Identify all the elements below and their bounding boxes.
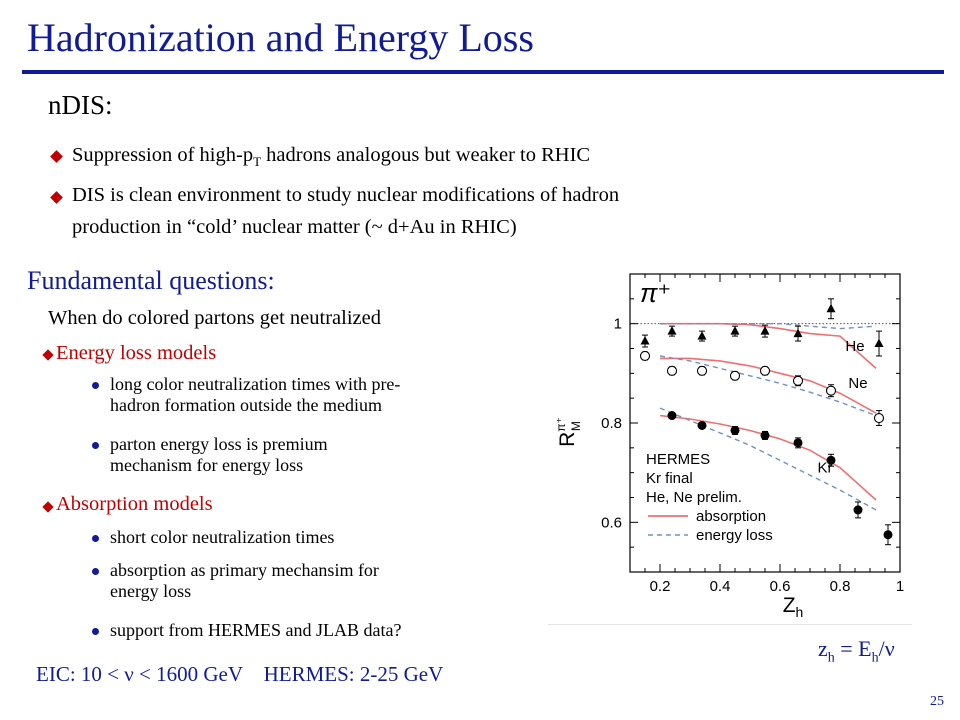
data-point-kr (667, 411, 677, 421)
dot-bullet-icon (92, 628, 99, 635)
x-tick-label: 1 (896, 578, 904, 595)
y-tick-label: 0.6 (601, 514, 622, 531)
data-point-kr (883, 530, 893, 540)
x-tick-label: 0.8 (830, 578, 851, 595)
sub-bullet-line: short color neutralization times (110, 527, 335, 547)
energy-loss-curve-ne (659, 355, 877, 417)
series-label-he: He (845, 338, 864, 355)
data-point-kr (793, 438, 803, 448)
energy-loss-curve-he (660, 323, 877, 330)
data-point-ne (729, 370, 741, 381)
data-point-he (640, 336, 650, 345)
data-point-he (697, 331, 707, 340)
x-axis-label-sub: h (796, 604, 804, 620)
sub-bullet-line: hadron formation outside the medium (110, 395, 382, 415)
dot-bullet-icon (92, 568, 99, 575)
data-point-he (667, 326, 677, 335)
title-underline (22, 70, 944, 74)
sub-bullet: short color neutralization times (110, 527, 550, 548)
data-point-kr (760, 430, 770, 440)
zh-e-sub: h (871, 650, 879, 666)
bullet-suppression: Suppression of high-pT hadrons analogous… (72, 139, 912, 178)
energy-loss-curve-kr (659, 407, 877, 511)
data-point-he (793, 328, 803, 338)
y-axis-label: Rπ⁺M (554, 417, 583, 447)
legend-text: HERMES (646, 451, 710, 468)
legend-absorption-label: absorption (696, 508, 766, 525)
zh-rest: /ν (878, 636, 895, 661)
bullet-dis-clean: DIS is clean environment to study nuclea… (72, 179, 912, 243)
sub-bullet-line: absorption as primary mechansim for (110, 560, 379, 580)
data-point-he (874, 338, 884, 348)
data-point-ne (759, 365, 771, 376)
zh-eq: = E (834, 636, 872, 661)
series-label-kr: Kr (818, 460, 833, 477)
sub-bullet: long color neutralization times with pre… (110, 374, 550, 416)
dot-bullet-icon (92, 535, 99, 542)
absorption-curve-he (660, 322, 877, 369)
bullet-text-post: hadrons analogous but weaker to RHIC (261, 144, 591, 166)
data-point-ne (825, 385, 837, 396)
pt-subscript: T (253, 154, 262, 170)
sub-bullet-line: parton energy loss is premium (110, 434, 328, 454)
x-tick-label: 0.6 (770, 578, 791, 595)
energy-loss-models-heading: Energy loss models (56, 342, 217, 364)
particle-label: π⁺ (640, 278, 671, 308)
question-text: When do colored partons get neutralized (48, 307, 381, 329)
absorption-models-heading: Absorption models (56, 493, 213, 515)
data-point-ne (873, 412, 885, 424)
data-point-ne (639, 350, 651, 361)
diamond-bullet-icon (50, 150, 63, 163)
bullet-line: production in “cold’ nuclear matter (~ d… (72, 216, 517, 238)
legend-energy-loss-label: energy loss (696, 527, 773, 544)
y-tick-label: 0.8 (601, 415, 622, 432)
energy-range-text: EIC: 10 < ν < 1600 GeV HERMES: 2-25 GeV (36, 662, 444, 686)
data-point-ne (792, 375, 804, 386)
data-point-kr (730, 425, 740, 435)
slide-title: Hadronization and Energy Loss (27, 15, 534, 60)
x-axis-label: Zh (783, 594, 804, 620)
dot-bullet-icon (92, 442, 99, 449)
data-point-kr (697, 420, 707, 430)
legend-text: Kr final (646, 470, 693, 487)
diamond-bullet-icon (42, 349, 54, 361)
data-point-he (826, 303, 836, 313)
page-number: 25 (930, 694, 944, 709)
y-axis-label-sub: M (569, 421, 583, 431)
legend-text: He, Ne prelim. (646, 489, 742, 506)
sub-bullet-line: energy loss (110, 581, 192, 601)
questions-heading: Fundamental questions: (27, 266, 275, 295)
sub-bullet-line: long color neutralization times with pre… (110, 374, 401, 394)
x-tick-label: 0.4 (710, 578, 731, 595)
zh-formula: zh = Eh/ν (818, 636, 895, 666)
sub-bullet: absorption as primary mechansim for ener… (110, 560, 550, 602)
data-point-he (760, 326, 770, 335)
sub-bullet-line: mechanism for energy loss (110, 455, 304, 475)
x-tick-label: 0.2 (650, 578, 671, 595)
data-point-kr (826, 455, 836, 465)
bullet-text-pre: Suppression of high-p (72, 144, 254, 166)
sub-bullet: support from HERMES and JLAB data? (110, 620, 550, 641)
zh-z-sub: h (827, 650, 835, 666)
sub-bullet: parton energy loss is premium mechanism … (110, 434, 550, 476)
zh-z: z (818, 636, 828, 661)
data-point-kr (853, 505, 863, 515)
data-point-ne (696, 365, 708, 376)
data-point-he (730, 326, 740, 335)
series-label-ne: Ne (848, 375, 867, 392)
y-axis-label-sup: π⁺ (554, 417, 568, 432)
section-heading: nDIS: (48, 90, 113, 120)
diamond-bullet-icon (42, 501, 54, 513)
bullet-line: DIS is clean environment to study nuclea… (72, 184, 620, 206)
dot-bullet-icon (92, 382, 99, 389)
data-point-ne (666, 365, 678, 376)
sub-bullet-line: support from HERMES and JLAB data? (110, 620, 402, 640)
y-tick-label: 1 (614, 316, 622, 333)
diamond-bullet-icon (50, 191, 63, 204)
divider (548, 624, 912, 625)
